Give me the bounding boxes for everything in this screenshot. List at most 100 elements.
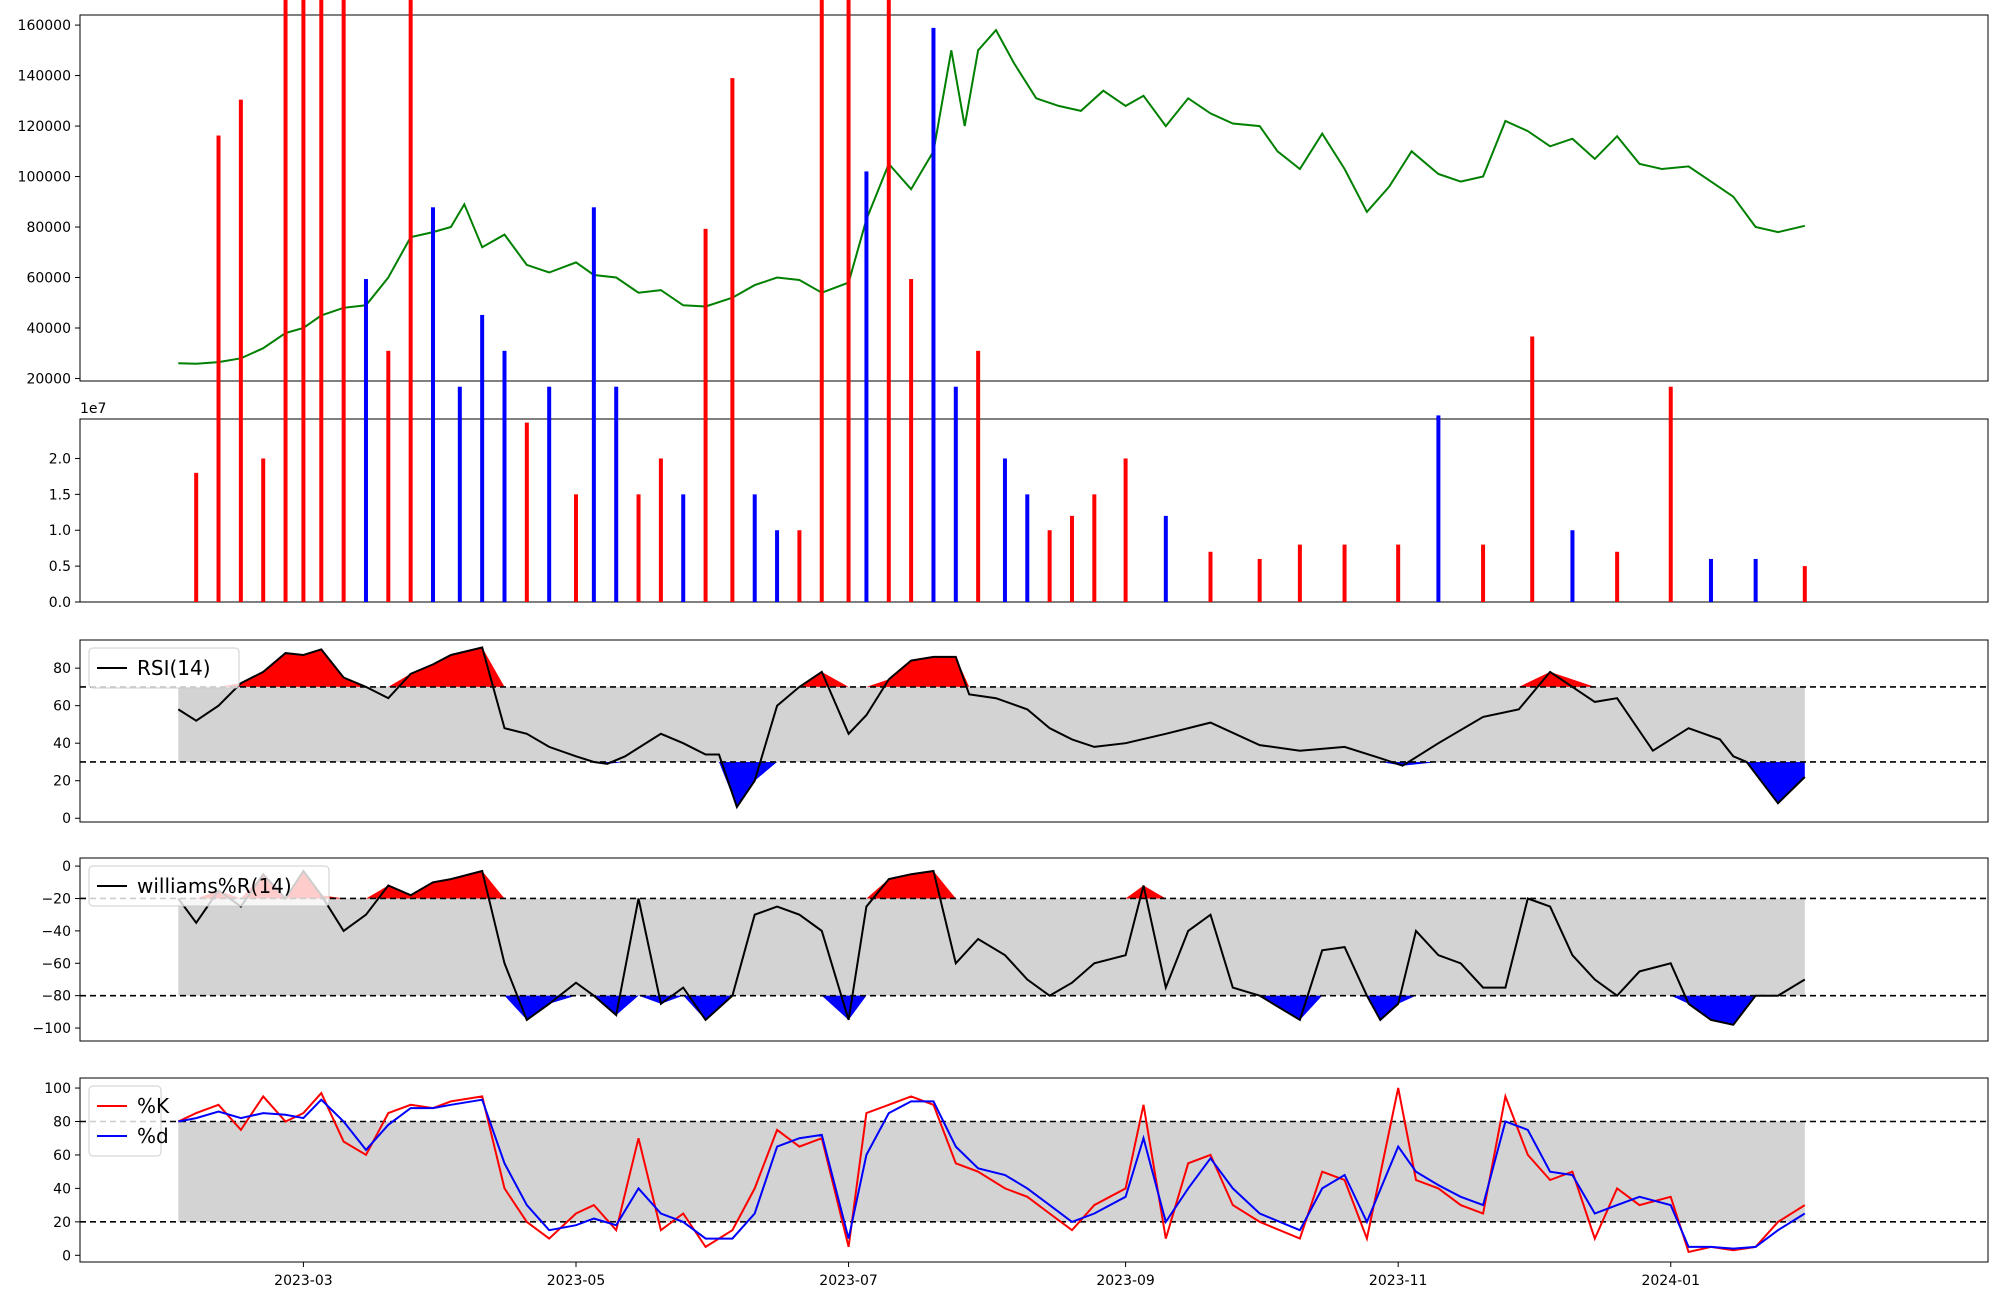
y-tick-label: 120000 <box>18 119 71 135</box>
volume-bar <box>886 0 891 602</box>
volume-bar <box>1342 544 1347 602</box>
volume-bar <box>775 530 780 602</box>
x-tick-label: 2023-05 <box>547 1273 606 1289</box>
legend-label: RSI(14) <box>137 656 211 680</box>
axis-scale-label: 1e7 <box>80 401 106 417</box>
volume-bar <box>341 0 346 602</box>
y-tick-label: 20 <box>53 1215 71 1231</box>
y-tick-label: 80 <box>53 1114 71 1130</box>
volume-bar <box>1668 386 1673 602</box>
price-panel: 20000 40000 60000 80000 100000 120000 140000 16… <box>18 14 1989 387</box>
y-tick-label: 40 <box>53 736 71 752</box>
volume-bar <box>1297 544 1302 602</box>
volume-bar <box>636 494 641 602</box>
legend <box>88 865 330 907</box>
y-tick-label: 40000 <box>26 321 71 337</box>
series-line <box>177 869 1806 1026</box>
volume-bar <box>1570 530 1575 602</box>
volume-bar <box>976 350 981 602</box>
y-tick-label: 60000 <box>26 271 71 287</box>
volume-bar <box>216 135 221 602</box>
x-tick-label: 2024-01 <box>1641 1273 1700 1289</box>
volume-bar <box>238 99 243 602</box>
volume-bar <box>457 386 462 602</box>
williams-panel: 0 −20 −40 −60 −80 −100 williams%R(14) <box>33 857 1989 1042</box>
volume-bar <box>1530 336 1535 602</box>
y-tick-label: 1.0 <box>49 523 71 539</box>
oversold-fill <box>178 995 1805 1025</box>
volume-bar <box>752 494 757 602</box>
volume-bar <box>431 207 436 602</box>
legend <box>88 1085 162 1157</box>
volume-bar <box>573 494 578 602</box>
volume-bar <box>283 0 288 602</box>
y-tick-label: 20000 <box>26 371 71 387</box>
y-tick-label: 0 <box>62 811 71 827</box>
price-line <box>178 28 1806 365</box>
volume-bar <box>480 314 485 602</box>
volume-bar <box>864 171 869 603</box>
volume-bar <box>301 0 306 602</box>
volume-bar <box>1708 558 1713 602</box>
y-tick-label: −40 <box>41 924 71 940</box>
volume-bar <box>1092 494 1097 602</box>
y-tick-label: 140000 <box>18 69 71 85</box>
x-axis: 2023-03 2023-05 2023-07 2023-09 2023-11 2024-… <box>274 1262 1700 1289</box>
legend-label: %d <box>137 1124 169 1148</box>
volume-bar <box>547 386 552 602</box>
overbought-fill <box>178 870 1805 899</box>
volume-bar <box>1163 515 1168 602</box>
oversold-fill <box>178 761 1805 807</box>
y-tick-label: −100 <box>33 1021 71 1037</box>
axes-frame <box>79 1077 1989 1263</box>
volume-bar <box>363 279 368 602</box>
axes-frame <box>79 639 1989 823</box>
volume-bar <box>591 207 596 602</box>
volume-bar <box>730 78 735 602</box>
volume-bar <box>1802 566 1807 602</box>
y-tick-label: 0 <box>62 1248 71 1264</box>
volume-bar <box>1481 544 1486 602</box>
volume-bar <box>194 472 199 602</box>
axes-frame <box>79 14 1989 382</box>
y-tick-label: 100 <box>44 1081 71 1097</box>
volume-bar <box>524 422 529 602</box>
x-tick-label: 2023-03 <box>274 1273 333 1289</box>
volume-bar <box>319 0 324 602</box>
volume-bar <box>1047 530 1052 602</box>
y-tick-label: 80000 <box>26 220 71 236</box>
volume-panel: 0.0 0.5 1.0 1.5 2.0 1e7 <box>49 0 1989 611</box>
volume-bar <box>261 458 266 602</box>
axes-frame <box>79 857 1989 1042</box>
volume-bar <box>386 350 391 602</box>
y-tick-label: 80 <box>53 661 71 677</box>
volume-bar <box>909 279 914 602</box>
y-tick-label: 0.5 <box>49 559 71 575</box>
y-tick-label: 0 <box>62 859 71 875</box>
x-tick-label: 2023-07 <box>819 1273 878 1289</box>
x-tick-label: 2023-09 <box>1096 1273 1155 1289</box>
y-tick-label: 60 <box>53 1148 71 1164</box>
y-tick-label: 2.0 <box>49 451 71 467</box>
axes-frame <box>79 418 1989 603</box>
volume-bar <box>1615 551 1620 602</box>
y-tick-label: 0.0 <box>49 595 71 611</box>
volume-bar <box>658 458 663 602</box>
volume-bar <box>1257 558 1262 602</box>
volume-bar <box>819 0 824 602</box>
series-line <box>178 1098 1806 1250</box>
y-tick-label: 40 <box>53 1181 71 1197</box>
legend-label: %K <box>137 1094 170 1118</box>
overbought-fill <box>178 647 1805 687</box>
y-tick-label: −20 <box>41 891 71 907</box>
y-tick-label: 20 <box>53 774 71 790</box>
y-tick-label: −60 <box>41 956 71 972</box>
volume-bar <box>703 228 708 602</box>
stochastic-panel: 0 20 40 60 80 100 %K %d <box>44 1077 1989 1264</box>
legend <box>88 647 240 689</box>
volume-bar <box>1123 458 1128 602</box>
series-line <box>177 646 1806 810</box>
y-tick-label: 1.5 <box>49 487 71 503</box>
volume-bar <box>681 494 686 602</box>
